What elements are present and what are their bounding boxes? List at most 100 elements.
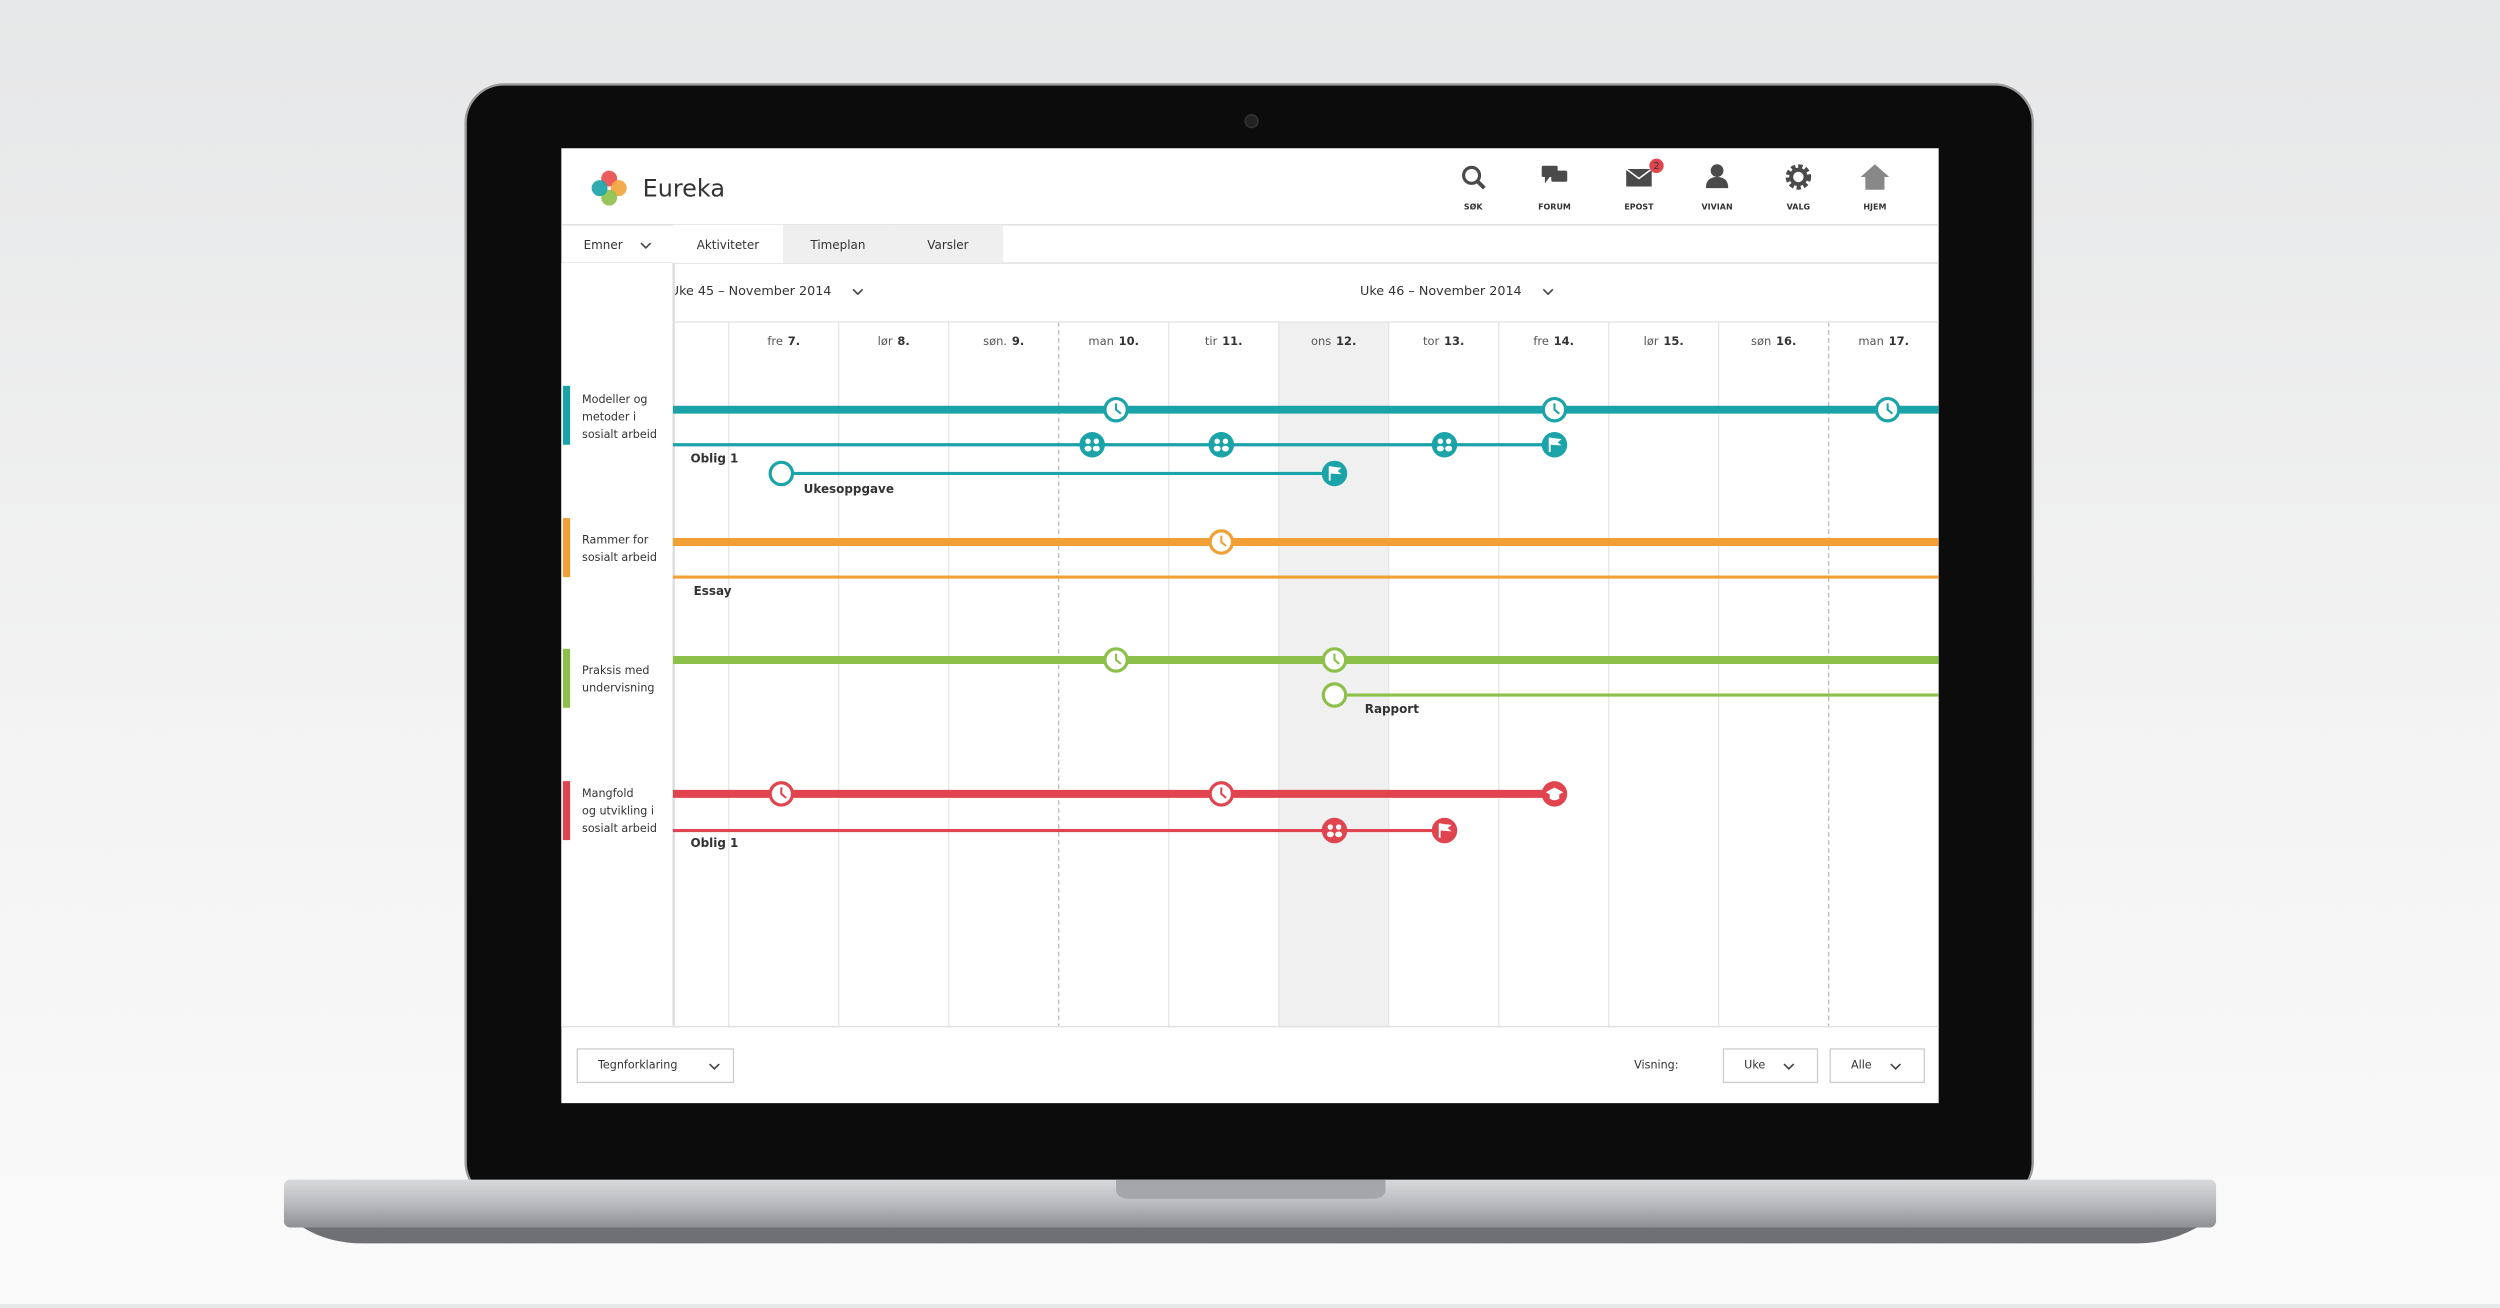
icon-ring [768,460,795,487]
clock-icon[interactable] [1208,529,1235,555]
course-name[interactable]: sosialt arbeid [582,428,657,441]
flag-icon[interactable] [1541,432,1568,458]
person-body [1326,831,1334,838]
badge-count: 2 [1653,161,1659,172]
icon-ring [1321,682,1348,708]
nav-label[interactable]: VIVIAN [1702,203,1733,212]
day-name: ons [1311,334,1331,348]
course[interactable]: Rammer for sosialt arbeid [562,518,657,578]
nav-item[interactable]: VIVIAN [1702,164,1733,212]
logo [591,170,627,206]
nav-label[interactable]: VALG [1787,203,1810,212]
mail-flap [1625,168,1653,180]
task-label[interactable]: Ukesoppgave [804,482,894,496]
day-label: man 17. [1858,334,1909,348]
nav-item[interactable]: FORUM [1538,165,1571,212]
gear-core [1789,167,1808,187]
nav-item[interactable]: SØK [1462,165,1486,212]
view-dropdown[interactable] [1722,1048,1819,1084]
person-head [1327,824,1334,830]
sidebar-title[interactable]: Emner [584,238,623,252]
tab-label[interactable]: Timeplan [809,238,865,252]
flag-icon[interactable] [1431,817,1458,844]
clock-hands [1220,535,1227,547]
course-name[interactable]: metoder i [582,411,636,424]
sidebar [561,263,673,1027]
task-label[interactable]: Rapport [1365,702,1419,716]
clock-icon[interactable] [1541,396,1568,423]
course-name[interactable]: undervisning [582,682,654,695]
person-head [1085,438,1091,444]
course-name[interactable]: sosialt arbeid [582,551,657,564]
week-label[interactable]: Uke 46 – November 2014 [1360,284,1522,299]
home-icon [1860,164,1890,190]
user-body [1705,176,1729,189]
course-color-bar [562,385,571,445]
clock-icon[interactable] [1103,647,1129,673]
flag-cloth [1549,437,1562,446]
grad-icon[interactable] [1541,781,1568,807]
task-label[interactable]: Oblig 1 [690,836,738,850]
tab-label[interactable]: Varsler [927,238,968,252]
day-label: fre 14. [1533,334,1574,348]
task-label[interactable]: Essay [694,584,732,598]
day-label: søn. 9. [983,334,1024,348]
person-body [1084,445,1092,452]
course-name[interactable]: og utvikling i [582,804,654,817]
person-body [1213,445,1221,452]
group-icon[interactable] [1079,432,1105,458]
tab[interactable] [782,224,893,264]
nav-label[interactable]: SØK [1464,202,1484,212]
nav-label[interactable]: EPOST [1624,203,1654,212]
view-option[interactable]: Alle [1851,1059,1872,1072]
flag-cloth [1329,466,1342,475]
tab[interactable] [672,224,783,264]
open-icon[interactable] [768,460,795,487]
group-icon[interactable] [1321,817,1348,844]
clock-icon[interactable] [1208,781,1235,807]
group-icon[interactable] [1208,432,1235,458]
nav-item[interactable]: 2 EPOST [1624,158,1664,212]
base-notch [1116,1179,1386,1199]
course[interactable]: Mangfold og utvikling i sosialt arbeid [562,781,657,841]
clock-hands [1220,787,1227,799]
view-dropdown[interactable] [1829,1048,1925,1084]
day-date: 9. [1012,334,1024,348]
forum-icon [1551,170,1568,182]
nav-item[interactable]: VALG [1785,164,1812,212]
day-name: søn. [983,334,1007,348]
tab-label[interactable]: Aktiviteter [697,238,760,252]
badge [1649,158,1664,173]
person-body [1445,445,1453,452]
clock-icon[interactable] [1103,396,1129,423]
open-icon[interactable] [1321,682,1348,708]
task-label[interactable]: Oblig 1 [690,452,738,466]
day-name: fre [1533,334,1549,348]
course[interactable]: Modeller og metoder i sosialt arbeid [562,385,657,445]
nav-label[interactable]: FORUM [1538,203,1571,212]
course[interactable]: Praksis med undervisning [562,648,655,708]
group-icon[interactable] [1431,432,1458,458]
course-name[interactable]: Mangfold [582,787,633,800]
icon-disc [1431,432,1458,458]
course-name[interactable]: Praksis med [582,664,649,677]
clock-icon[interactable] [768,781,795,807]
course-name[interactable]: sosialt arbeid [582,822,657,835]
course-name[interactable]: Rammer for [582,533,649,546]
week-label[interactable]: Uke 45 – November 2014 [670,284,832,299]
chevron [1783,1063,1795,1070]
clock-icon[interactable] [1321,647,1348,673]
nav-label[interactable]: HJEM [1863,203,1886,212]
nav-item[interactable]: HJEM [1860,164,1890,212]
flag-icon[interactable] [1321,460,1348,487]
legend-button[interactable] [576,1048,735,1084]
view-option[interactable]: Uke [1744,1059,1765,1072]
day-date: 8. [897,334,909,348]
course-color-bar [562,781,571,841]
day-label: tir 11. [1205,334,1243,348]
legend-button-label[interactable]: Tegnforklaring [597,1059,677,1072]
course-name[interactable]: Modeller og [582,393,647,406]
tab[interactable] [892,224,1003,264]
clock-icon[interactable] [1874,396,1901,423]
